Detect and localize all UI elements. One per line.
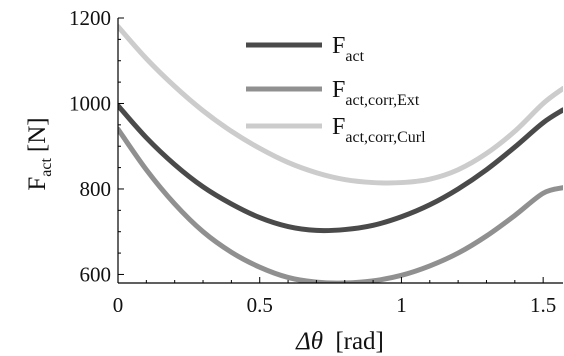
x-tick-label: 1 xyxy=(396,293,407,317)
x-tick-label: 0 xyxy=(113,293,124,317)
x-tick-label: 1.5 xyxy=(530,293,556,317)
x-tick-label: 0.5 xyxy=(247,293,273,317)
y-axis-label-symbol: F xyxy=(24,177,51,191)
y-tick-label: 1200 xyxy=(69,6,111,30)
x-axis-label: Δθ [rad] xyxy=(295,328,384,355)
legend-label: Fact,corr,Curl xyxy=(332,114,426,146)
y-axis-label-subscript: act xyxy=(38,158,55,177)
series-line-2 xyxy=(118,126,563,283)
legend-item: Fact xyxy=(246,33,365,65)
y-tick-label: 800 xyxy=(80,177,112,201)
legend-item: Fact,corr,Curl xyxy=(246,114,426,146)
y-tick-label: 600 xyxy=(80,262,112,286)
y-tick-label: 1000 xyxy=(69,91,111,115)
legend-item: Fact,corr,Ext xyxy=(246,77,420,109)
y-axis-label: Fact [N] xyxy=(24,117,55,190)
y-axis-label-unit: [N] xyxy=(24,117,51,152)
series-group xyxy=(118,24,563,283)
plot-area xyxy=(118,24,563,283)
x-axis-label-unit: [rad] xyxy=(335,328,384,355)
y-axis: 600 800 1000 1200 xyxy=(69,6,124,286)
x-axis-label-symbol: Δθ xyxy=(295,328,323,355)
x-axis: 0 0.5 1 1.5 xyxy=(113,277,563,317)
legend-label: Fact xyxy=(332,33,365,65)
series-line-1 xyxy=(118,103,563,234)
legend-label: Fact,corr,Ext xyxy=(332,77,420,109)
legend: Fact Fact,corr,Ext Fact,corr,Curl xyxy=(246,33,426,146)
series-line-3 xyxy=(118,24,563,186)
